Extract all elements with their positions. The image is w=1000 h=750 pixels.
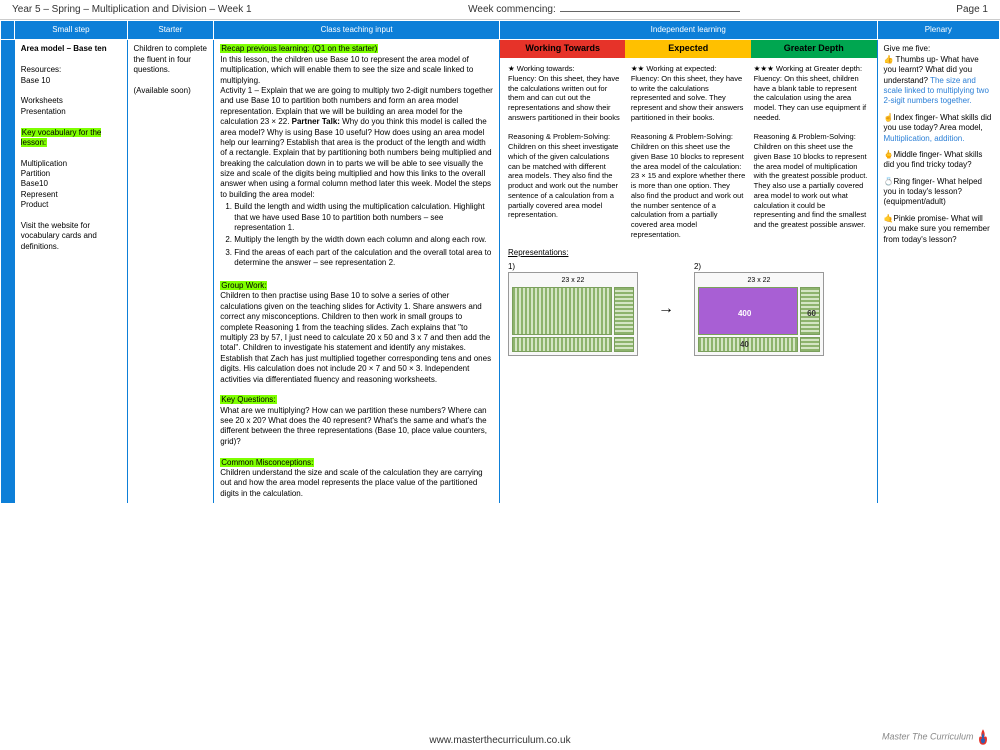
class-input-cell: Recap previous learning: (Q1 on the star… [214, 40, 500, 503]
gd-p1: Fluency: On this sheet, children have a … [754, 74, 869, 123]
rep-1-number: 1) [508, 262, 515, 271]
footer-url: www.masterthecurriculum.co.uk [0, 735, 1000, 746]
starter-p1: Children to complete the fluent in four … [134, 44, 208, 75]
recap-header: Recap previous learning: (Q1 on the star… [220, 44, 378, 53]
plenary-cell: Give me five: 👍 Thumbs up- What have you… [877, 40, 999, 503]
plen-pinkie: 🤙Pinkie promise- What will you make sure… [884, 214, 994, 245]
step-title: Area model – Base ten [21, 44, 121, 54]
key-questions-header: Key Questions: [220, 395, 276, 404]
gd-star: ★★★ Working at Greater depth: [754, 64, 869, 74]
plen-index-b: Multiplication, addition. [884, 134, 965, 143]
exp-star: ★★ Working at expected: [631, 64, 746, 74]
left-stripe-header [1, 21, 15, 40]
rep-1-wrapper: 1) 23 x 22 [508, 262, 638, 356]
band-greater-depth: Greater Depth [751, 40, 877, 58]
misconceptions-text: Children understand the size and scale o… [220, 468, 493, 499]
header-independent: Independent learning [499, 21, 877, 40]
wt-column: ★ Working towards: Fluency: On this shee… [506, 62, 625, 242]
resources-label: Resources: [21, 65, 121, 75]
left-stripe-body [1, 40, 15, 503]
header-plenary: Plenary [877, 21, 999, 40]
header-starter: Starter [127, 21, 214, 40]
exp-p1: Fluency: On this sheet, they have to wri… [631, 74, 746, 123]
wt-p2: Reasoning & Problem-Solving: Children on… [508, 132, 623, 220]
rep-2-wrapper: 2) 23 x 22 400 60 40 [694, 262, 824, 356]
rep-1-cell-a [512, 287, 612, 335]
steps-list: Build the length and width using the mul… [234, 202, 493, 268]
rep-2-calc: 23 x 22 [698, 276, 820, 285]
visit-website: Visit the website for vocabulary cards a… [21, 221, 121, 252]
starter-p2: (Available soon) [134, 86, 208, 96]
plen-index-a: ☝Index finger- What skills did you use t… [884, 113, 992, 132]
lesson-title: Year 5 – Spring – Multiplication and Div… [12, 4, 252, 15]
brand-text: Master The Curriculum [882, 731, 974, 741]
rep-1-calc: 23 x 22 [512, 276, 634, 285]
val-40: 40 [740, 340, 749, 350]
vocab-3: Base10 [21, 179, 121, 189]
band-expected: Expected [625, 40, 751, 58]
key-questions-text: What are we multiplying? How can we part… [220, 406, 493, 448]
step-2: Multiply the length by the width down ea… [234, 235, 493, 245]
wt-star: ★ Working towards: [508, 64, 623, 74]
starter-cell: Children to complete the fluent in four … [127, 40, 214, 503]
recap-text: In this lesson, the children use Base 10… [220, 55, 493, 86]
flame-icon [976, 728, 990, 746]
representations-label: Representations: [508, 248, 869, 258]
step-3: Find the areas of each part of the calcu… [234, 248, 493, 269]
group-work-text: Children to then practise using Base 10 … [220, 291, 493, 385]
misconceptions-header: Common Misconceptions: [220, 458, 314, 467]
week-blank-line [560, 11, 740, 12]
exp-column: ★★ Working at expected: Fluency: On this… [629, 62, 748, 242]
band-working-towards: Working Towards [500, 40, 626, 58]
independent-columns: ★ Working towards: Fluency: On this shee… [500, 58, 877, 246]
page-header: Year 5 – Spring – Multiplication and Div… [0, 0, 1000, 20]
difficulty-bands: Working Towards Expected Greater Depth [500, 40, 877, 58]
group-work-header: Group Work: [220, 281, 267, 290]
page-number: Page 1 [956, 4, 988, 15]
wt-p1: Fluency: On this sheet, they have the ca… [508, 74, 623, 123]
vocab-2: Partition [21, 169, 121, 179]
header-small-step: Small step [15, 21, 127, 40]
resource-1: Base 10 [21, 76, 121, 86]
plen-index: ☝Index finger- What skills did you use t… [884, 113, 994, 144]
header-class-input: Class teaching input [214, 21, 500, 40]
rep-1-grid [512, 287, 634, 352]
partner-talk-label: Partner Talk: [292, 117, 340, 126]
rep-1-cell-b [614, 287, 634, 335]
resource-2: Worksheets [21, 96, 121, 106]
week-commencing: Week commencing: [252, 4, 957, 15]
step-1: Build the length and width using the mul… [234, 202, 493, 233]
gd-column: ★★★ Working at Greater depth: Fluency: O… [752, 62, 871, 242]
val-400: 400 [738, 309, 751, 319]
rep-1-cell-c [512, 337, 612, 352]
exp-p2: Reasoning & Problem-Solving: Children on… [631, 132, 746, 239]
act1-b: Why do you think this model is called th… [220, 117, 491, 199]
rep-2-cell-6 [800, 337, 820, 352]
rep-1-box: 23 x 22 [508, 272, 638, 356]
independent-cell: Working Towards Expected Greater Depth ★… [499, 40, 877, 503]
rep-2-box: 23 x 22 400 60 40 [694, 272, 824, 356]
small-step-cell: Area model – Base ten Resources: Base 10… [15, 40, 127, 503]
vocab-header: Key vocabulary for the lesson: [21, 128, 102, 147]
rep-1-cell-d [614, 337, 634, 352]
vocab-4: Represent [21, 190, 121, 200]
rep-2-grid: 400 60 40 [698, 287, 820, 352]
plen-middle: 🖕Middle finger- What skills did you find… [884, 150, 994, 171]
gd-p2: Reasoning & Problem-Solving: Children on… [754, 132, 869, 230]
plen-thumb: 👍 Thumbs up- What have you learnt? What … [884, 55, 994, 107]
vocab-1: Multiplication [21, 159, 121, 169]
rep-arrow: → [658, 299, 674, 320]
lesson-plan-table: Small step Starter Class teaching input … [0, 20, 1000, 503]
representations-section: Representations: 1) 23 x 22 [500, 246, 877, 359]
rep-2-number: 2) [694, 262, 701, 271]
week-label: Week commencing: [468, 4, 556, 15]
plen-intro: Give me five: [884, 44, 994, 54]
resource-3: Presentation [21, 107, 121, 117]
vocab-5: Product [21, 200, 121, 210]
representations-row: 1) 23 x 22 → [508, 262, 869, 356]
plen-ring: 💍Ring finger- What helped you in today's… [884, 177, 994, 208]
activity-1: Activity 1 – Explain that we are going t… [220, 86, 493, 200]
val-60: 60 [807, 309, 816, 319]
footer-brand: Master The Curriculum [882, 728, 990, 746]
